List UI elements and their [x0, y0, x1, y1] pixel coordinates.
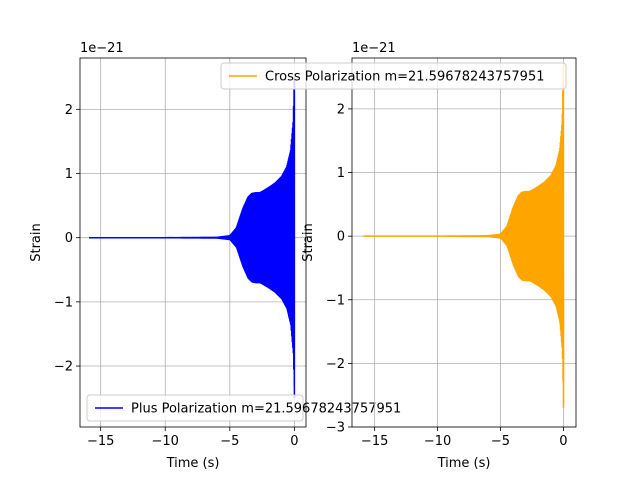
- y-tick-label: 1: [65, 167, 73, 182]
- legend: Plus Polarization m=21.59678243757951: [86, 394, 401, 422]
- y-axis-label: Strain: [29, 223, 44, 262]
- y-tick-label: 2: [337, 102, 345, 117]
- y-tick-label: −2: [54, 360, 73, 375]
- legend: Cross Polarization m=21.59678243757951: [220, 62, 567, 90]
- x-tick-label: 0: [559, 434, 567, 449]
- y-tick-label: −1: [326, 293, 345, 308]
- legend-box: [220, 62, 567, 90]
- axes-frame: [79, 57, 307, 428]
- x-axis-label: Time (s): [437, 456, 491, 471]
- axes-frame: [351, 57, 577, 428]
- y-tick-label: 2: [65, 103, 73, 118]
- y-tick-label: 0: [337, 230, 345, 245]
- legend-label: Cross Polarization m=21.59678243757951: [265, 70, 544, 85]
- offset-text: 1e−21: [352, 41, 396, 56]
- y-tick-label: −1: [54, 295, 73, 310]
- x-tick-label: −10: [152, 434, 179, 449]
- x-tick-label: −5: [491, 434, 510, 449]
- x-tick-label: −15: [361, 434, 388, 449]
- legend-label: Plus Polarization m=21.59678243757951: [131, 402, 401, 417]
- x-tick-label: −15: [87, 434, 114, 449]
- y-tick-label: −2: [326, 357, 345, 372]
- y-tick-label: −3: [326, 421, 345, 436]
- y-axis-label: Strain: [301, 223, 316, 262]
- legend-box: [86, 394, 304, 422]
- y-tick-label: 0: [65, 231, 73, 246]
- x-tick-label: 0: [290, 434, 298, 449]
- y-tick-label: 1: [337, 166, 345, 181]
- series-line-0: [362, 63, 565, 408]
- offset-text: 1e−21: [80, 41, 124, 56]
- x-tick-label: −10: [424, 434, 451, 449]
- x-tick-label: −5: [220, 434, 239, 449]
- x-axis-label: Time (s): [166, 456, 220, 471]
- series-line-0: [88, 76, 296, 399]
